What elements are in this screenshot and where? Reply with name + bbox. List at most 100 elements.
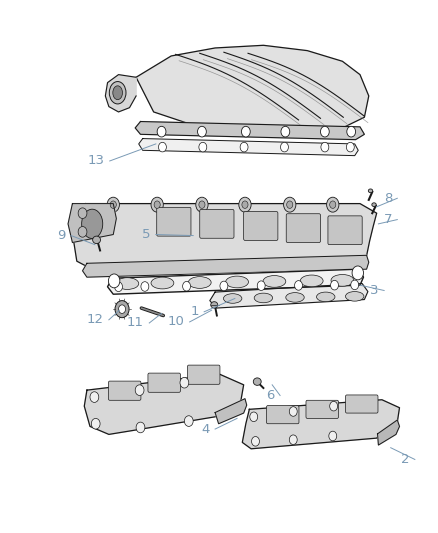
FancyBboxPatch shape	[199, 209, 233, 238]
Circle shape	[346, 142, 353, 152]
FancyBboxPatch shape	[108, 381, 141, 400]
Polygon shape	[82, 255, 368, 277]
Circle shape	[115, 301, 129, 318]
Circle shape	[346, 126, 355, 137]
Polygon shape	[215, 399, 246, 424]
Circle shape	[141, 281, 148, 291]
FancyBboxPatch shape	[327, 216, 361, 245]
Circle shape	[158, 142, 166, 152]
Circle shape	[257, 281, 265, 290]
Circle shape	[110, 201, 116, 208]
Polygon shape	[107, 269, 363, 294]
Circle shape	[78, 208, 87, 219]
Polygon shape	[136, 45, 368, 129]
Circle shape	[280, 142, 288, 152]
Text: 5: 5	[142, 228, 150, 241]
Ellipse shape	[210, 302, 217, 308]
Ellipse shape	[113, 86, 122, 100]
Text: 11: 11	[127, 317, 144, 329]
Ellipse shape	[367, 189, 372, 192]
Ellipse shape	[253, 378, 261, 385]
Ellipse shape	[109, 82, 126, 104]
Ellipse shape	[81, 209, 102, 239]
Circle shape	[136, 422, 145, 433]
Polygon shape	[68, 204, 116, 243]
FancyBboxPatch shape	[156, 207, 191, 236]
Polygon shape	[72, 204, 376, 266]
Text: 8: 8	[383, 192, 391, 205]
Circle shape	[184, 416, 193, 426]
Text: 13: 13	[87, 155, 104, 167]
Ellipse shape	[285, 293, 304, 302]
Circle shape	[151, 197, 163, 212]
Text: 7: 7	[383, 213, 391, 226]
Circle shape	[154, 201, 160, 208]
FancyBboxPatch shape	[345, 395, 377, 413]
Circle shape	[294, 280, 302, 290]
Polygon shape	[242, 400, 399, 449]
Circle shape	[328, 431, 336, 441]
Circle shape	[238, 197, 251, 212]
Ellipse shape	[254, 293, 272, 303]
Ellipse shape	[188, 277, 211, 288]
Circle shape	[320, 142, 328, 152]
Circle shape	[197, 126, 206, 137]
Ellipse shape	[225, 276, 248, 288]
Circle shape	[249, 412, 257, 422]
Text: 12: 12	[86, 313, 103, 326]
Ellipse shape	[151, 277, 173, 289]
Circle shape	[78, 227, 87, 237]
Circle shape	[320, 126, 328, 137]
FancyBboxPatch shape	[305, 400, 338, 418]
Circle shape	[283, 197, 295, 212]
Circle shape	[135, 385, 144, 395]
Circle shape	[182, 281, 190, 291]
Ellipse shape	[371, 203, 375, 207]
Text: 6: 6	[266, 389, 274, 402]
Circle shape	[240, 142, 247, 152]
Ellipse shape	[262, 276, 285, 287]
Circle shape	[286, 201, 292, 208]
FancyBboxPatch shape	[243, 212, 277, 240]
Ellipse shape	[316, 292, 334, 302]
Circle shape	[108, 274, 120, 288]
Circle shape	[280, 126, 289, 137]
FancyBboxPatch shape	[187, 365, 219, 384]
Text: 4: 4	[201, 423, 209, 435]
Polygon shape	[105, 75, 136, 112]
Ellipse shape	[330, 274, 353, 286]
Ellipse shape	[300, 275, 322, 287]
FancyBboxPatch shape	[266, 406, 298, 424]
Circle shape	[114, 282, 122, 292]
Circle shape	[329, 201, 335, 208]
Circle shape	[329, 401, 337, 411]
Circle shape	[351, 266, 363, 280]
Circle shape	[350, 280, 358, 290]
Ellipse shape	[92, 236, 100, 244]
Polygon shape	[138, 139, 357, 156]
FancyBboxPatch shape	[286, 214, 320, 243]
Ellipse shape	[116, 278, 138, 289]
Polygon shape	[135, 122, 364, 140]
Circle shape	[330, 280, 338, 290]
Circle shape	[198, 142, 206, 152]
Circle shape	[118, 305, 125, 313]
Circle shape	[90, 392, 99, 402]
Text: 3: 3	[370, 284, 378, 297]
Text: 2: 2	[400, 453, 409, 466]
Text: 9: 9	[57, 229, 66, 242]
Circle shape	[326, 197, 338, 212]
Circle shape	[251, 437, 259, 446]
Circle shape	[91, 418, 100, 429]
Ellipse shape	[345, 292, 363, 301]
FancyBboxPatch shape	[148, 373, 180, 392]
Circle shape	[241, 201, 247, 208]
Circle shape	[241, 126, 250, 137]
Text: 1: 1	[190, 305, 198, 318]
Polygon shape	[84, 374, 243, 434]
Circle shape	[289, 435, 297, 445]
Circle shape	[219, 281, 227, 291]
Circle shape	[180, 377, 188, 388]
Circle shape	[289, 407, 297, 416]
Text: 10: 10	[167, 316, 184, 328]
